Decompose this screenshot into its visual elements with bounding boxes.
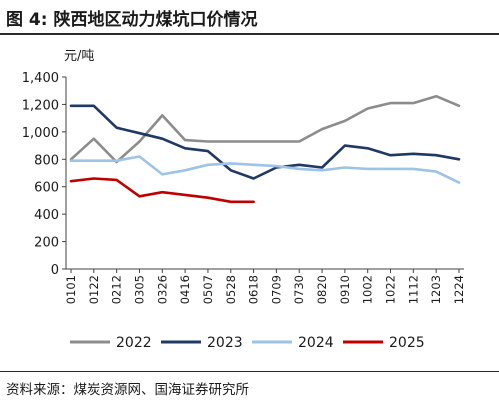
y-tick-label: 600 xyxy=(34,181,59,196)
title-divider xyxy=(0,33,499,35)
y-tick-label: 1,000 xyxy=(22,126,59,141)
x-tick-label: 0326 xyxy=(155,275,169,304)
y-axis-ticks: 0 200 400 600 800 1,000 1,200 1,400 xyxy=(22,71,66,278)
y-tick-label: 1,200 xyxy=(22,98,59,113)
y-tick-label: 1,400 xyxy=(22,71,59,86)
x-tick-label: 0416 xyxy=(178,275,192,304)
x-tick-label: 0212 xyxy=(110,275,124,304)
x-tick-label: 0122 xyxy=(87,275,101,304)
x-tick-label: 0507 xyxy=(201,275,215,304)
y-axis-unit-label: 元/吨 xyxy=(64,49,94,64)
x-tick-label: 0820 xyxy=(315,275,329,304)
series-lines xyxy=(69,94,461,204)
price-line-chart: 元/吨 0 200 400 600 800 1,000 1,200 1,400 0101 012… xyxy=(22,49,466,351)
figure-title-bar: 图 4: 陕西地区动力煤坑口价情况 xyxy=(0,0,499,35)
y-tick-label: 400 xyxy=(34,208,59,223)
series-line-2022 xyxy=(69,94,461,164)
x-tick-label: 1002 xyxy=(361,275,375,304)
source-note: 资料来源：煤炭资源网、国海证券研究所 xyxy=(6,382,249,398)
x-tick-label: 1112 xyxy=(406,275,420,304)
x-tick-label: 1022 xyxy=(384,275,398,304)
x-tick-label: 0709 xyxy=(269,275,283,304)
source-divider xyxy=(0,371,499,372)
legend-label-2022: 2022 xyxy=(116,335,152,351)
x-axis-ticks: 0101 0122 0212 0305 0326 0416 0507 0528 0618 0709… xyxy=(64,269,466,304)
x-tick-label: 0618 xyxy=(247,275,261,304)
series-line-2023 xyxy=(69,104,461,180)
x-tick-label: 1224 xyxy=(452,275,466,304)
y-tick-label: 0 xyxy=(51,263,59,278)
x-tick-label: 0910 xyxy=(338,275,352,304)
y-tick-label: 200 xyxy=(34,236,59,251)
legend-label-2023: 2023 xyxy=(207,335,243,351)
legend-label-2025: 2025 xyxy=(389,335,425,351)
legend: 2022 2023 2024 2025 xyxy=(70,335,425,351)
x-tick-label: 0730 xyxy=(292,275,306,304)
series-line-2025 xyxy=(69,177,255,204)
x-tick-label: 0305 xyxy=(132,275,146,304)
legend-label-2024: 2024 xyxy=(298,335,334,351)
y-tick-label: 800 xyxy=(34,153,59,168)
series-line-2024 xyxy=(69,155,461,184)
x-tick-label: 0101 xyxy=(64,275,78,304)
figure-title: 图 4: 陕西地区动力煤坑口价情况 xyxy=(6,10,258,30)
x-tick-label: 0528 xyxy=(224,275,238,304)
x-tick-label: 1203 xyxy=(429,275,443,304)
